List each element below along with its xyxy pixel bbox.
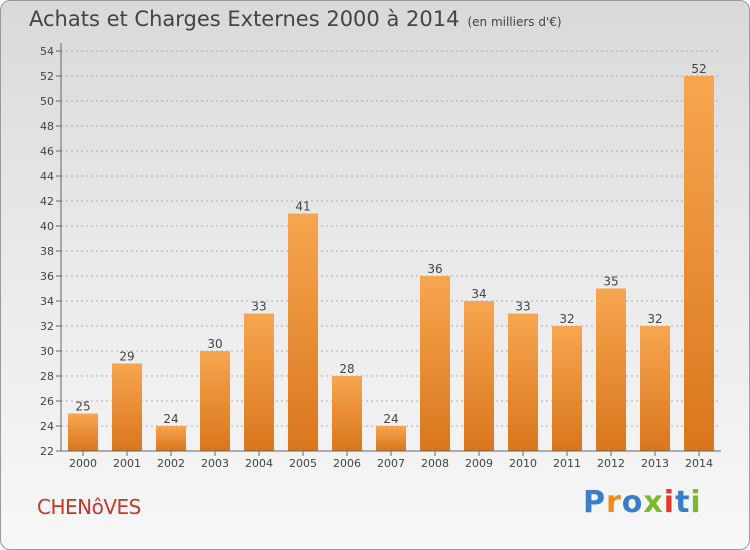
bar-value-label: 34 xyxy=(471,287,486,301)
bar[interactable] xyxy=(112,363,142,452)
logo-letter: P xyxy=(583,485,606,520)
x-tick-label: 2013 xyxy=(641,457,669,470)
y-tick-label: 44 xyxy=(40,170,54,183)
bar[interactable] xyxy=(288,213,318,452)
bar[interactable] xyxy=(640,326,670,451)
x-tick-label: 2005 xyxy=(289,457,317,470)
bar-value-label: 41 xyxy=(295,200,310,214)
bar[interactable] xyxy=(684,76,714,451)
x-tick-label: 2010 xyxy=(509,457,537,470)
y-tick-label: 48 xyxy=(40,120,54,133)
bar-value-label: 24 xyxy=(163,412,178,426)
y-tick-label: 28 xyxy=(40,370,54,383)
bar-value-label: 33 xyxy=(515,300,530,314)
bar[interactable] xyxy=(552,326,582,451)
y-tick-label: 52 xyxy=(40,70,54,83)
x-tick-label: 2004 xyxy=(245,457,273,470)
bar-value-label: 35 xyxy=(603,275,618,289)
y-tick-label: 36 xyxy=(40,270,54,283)
x-tick-label: 2003 xyxy=(201,457,229,470)
chart-title: Achats et Charges Externes 2000 à 2014 (e… xyxy=(29,7,562,31)
y-tick-label: 54 xyxy=(40,45,54,58)
x-tick-label: 2001 xyxy=(113,457,141,470)
bar[interactable] xyxy=(244,313,274,452)
x-tick-label: 2014 xyxy=(685,457,713,470)
bar-value-label: 30 xyxy=(207,337,222,351)
bar-value-label: 33 xyxy=(251,300,266,314)
x-tick-label: 2007 xyxy=(377,457,405,470)
bar[interactable] xyxy=(508,313,538,452)
bar[interactable] xyxy=(332,376,362,451)
y-tick-label: 24 xyxy=(40,420,54,433)
logo-letter: i xyxy=(663,485,676,520)
y-tick-label: 50 xyxy=(40,95,54,108)
x-tick-label: 2012 xyxy=(597,457,625,470)
logo-letter: o xyxy=(621,485,644,520)
y-tick-label: 30 xyxy=(40,345,54,358)
y-tick-label: 38 xyxy=(40,245,54,258)
bars: 25 29 24 30 33 41 28 24 36 34 33 32 35 32 52 xyxy=(68,62,714,451)
x-tick-label: 2009 xyxy=(465,457,493,470)
axes: 22 24 26 28 30 32 34 36 38 40 42 44 46 48 50 52 54 2000 20… xyxy=(40,43,721,470)
y-tick-label: 26 xyxy=(40,395,54,408)
logo-letter: i xyxy=(690,485,702,520)
x-tick-label: 2006 xyxy=(333,457,361,470)
y-tick-label: 32 xyxy=(40,320,54,333)
bar[interactable] xyxy=(376,426,406,451)
bar-value-label: 28 xyxy=(339,362,354,376)
logo-letter: r xyxy=(606,485,622,520)
x-tick-label: 2011 xyxy=(553,457,581,470)
bar-value-label: 36 xyxy=(427,262,442,276)
x-tick-label: 2000 xyxy=(69,457,97,470)
bar[interactable] xyxy=(156,426,186,451)
bar-value-label: 24 xyxy=(383,412,398,426)
bar[interactable] xyxy=(464,301,494,451)
x-tick-label: 2008 xyxy=(421,457,449,470)
y-tick-label: 46 xyxy=(40,145,54,158)
bar[interactable] xyxy=(596,288,626,452)
bar[interactable] xyxy=(68,413,98,452)
y-tick-label: 22 xyxy=(40,445,54,458)
x-tick-label: 2002 xyxy=(157,457,185,470)
logo-letter: t xyxy=(675,485,691,520)
bar-value-label: 52 xyxy=(691,62,706,76)
proxiti-logo[interactable]: Proxiti xyxy=(583,485,702,520)
chart-subtitle: (en milliers d'€) xyxy=(467,15,562,29)
chart-title-text: Achats et Charges Externes 2000 à 2014 xyxy=(29,7,460,31)
bar-value-label: 32 xyxy=(647,312,662,326)
bar-value-label: 25 xyxy=(75,400,90,414)
bar[interactable] xyxy=(420,276,450,451)
y-tick-label: 42 xyxy=(40,195,54,208)
y-tick-label: 34 xyxy=(40,295,54,308)
bar[interactable] xyxy=(200,351,230,451)
bar-value-label: 29 xyxy=(119,350,134,364)
y-tick-label: 40 xyxy=(40,220,54,233)
logo-letter: x xyxy=(643,485,664,520)
bar-value-label: 32 xyxy=(559,312,574,326)
commune-name: CHENôVES xyxy=(37,495,141,519)
